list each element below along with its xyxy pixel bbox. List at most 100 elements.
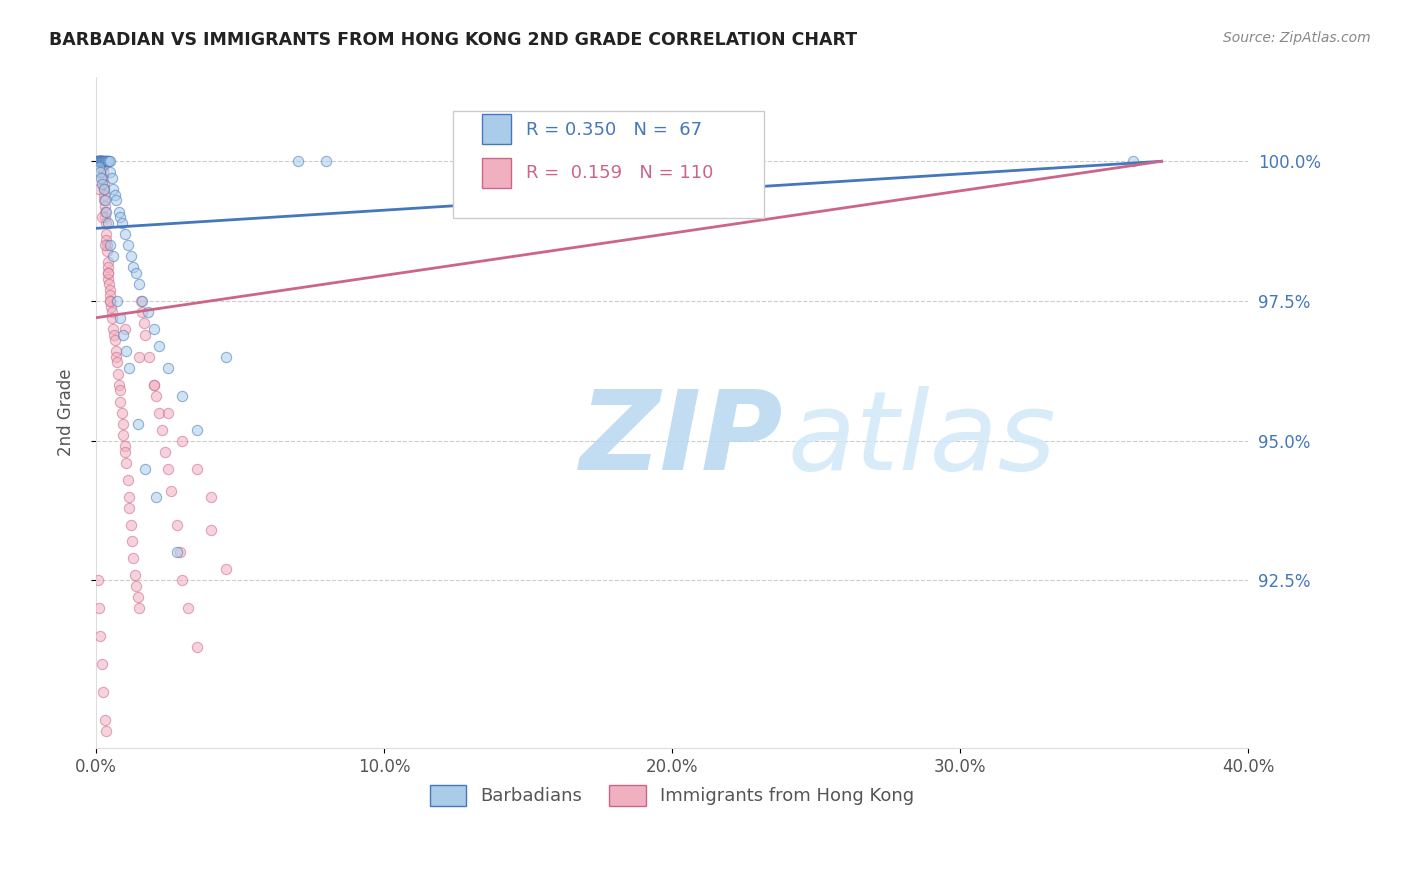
Point <box>101 171 124 186</box>
Point <box>131 305 153 319</box>
Point <box>107 367 129 381</box>
Point <box>104 187 127 202</box>
Point <box>94 227 117 241</box>
Point <box>89 154 111 169</box>
Point <box>115 456 138 470</box>
Point <box>169 545 191 559</box>
Point <box>108 384 131 398</box>
FancyBboxPatch shape <box>482 158 510 188</box>
Point <box>98 154 121 169</box>
Point <box>128 277 150 292</box>
Point <box>96 255 118 269</box>
Point <box>134 461 156 475</box>
Point <box>129 293 152 308</box>
Text: BARBADIAN VS IMMIGRANTS FROM HONG KONG 2ND GRADE CORRELATION CHART: BARBADIAN VS IMMIGRANTS FROM HONG KONG 2… <box>49 31 858 49</box>
Point <box>100 293 122 308</box>
Point <box>90 154 112 169</box>
Point <box>93 199 115 213</box>
Point <box>94 210 117 224</box>
Point <box>200 490 222 504</box>
Point <box>132 316 155 330</box>
Point <box>90 154 112 169</box>
Point <box>89 154 111 169</box>
Point <box>186 461 208 475</box>
Point <box>111 417 134 431</box>
Point <box>105 355 128 369</box>
Point <box>89 154 111 169</box>
Point <box>98 277 121 292</box>
Point <box>93 194 115 208</box>
Point <box>90 154 112 169</box>
Point <box>94 216 117 230</box>
Point <box>91 154 114 169</box>
Y-axis label: 2nd Grade: 2nd Grade <box>58 369 75 457</box>
Point <box>87 160 110 174</box>
Point <box>148 339 170 353</box>
Point <box>91 154 114 169</box>
Point <box>98 288 121 302</box>
Text: Source: ZipAtlas.com: Source: ZipAtlas.com <box>1223 31 1371 45</box>
Point <box>103 182 125 196</box>
Point <box>122 551 145 566</box>
Point <box>100 165 122 179</box>
Point <box>91 154 114 169</box>
Point <box>89 154 111 169</box>
Point <box>315 154 337 169</box>
Point <box>87 154 110 169</box>
Point <box>114 322 136 336</box>
Point <box>89 601 111 615</box>
Point <box>120 249 142 263</box>
Point <box>89 154 111 169</box>
Point <box>97 271 120 285</box>
Point <box>287 154 309 169</box>
Point <box>89 629 111 643</box>
Point <box>114 227 136 241</box>
Point <box>91 165 114 179</box>
Point <box>110 394 132 409</box>
Point <box>160 483 183 498</box>
Point <box>98 154 121 169</box>
Point <box>101 249 124 263</box>
Point <box>89 154 111 169</box>
Point <box>96 266 118 280</box>
Point <box>100 300 122 314</box>
Point <box>125 266 148 280</box>
Point <box>87 154 110 169</box>
Point <box>166 517 188 532</box>
Point <box>96 244 118 258</box>
Point <box>112 428 135 442</box>
Point <box>166 545 188 559</box>
Point <box>94 194 117 208</box>
Point <box>148 406 170 420</box>
Point <box>142 322 165 336</box>
Point <box>156 406 179 420</box>
Point <box>128 601 150 615</box>
Point <box>110 310 132 325</box>
Point <box>186 423 208 437</box>
Point <box>93 177 115 191</box>
Point <box>120 517 142 532</box>
Point <box>186 640 208 655</box>
Point <box>91 154 114 169</box>
Point <box>97 266 120 280</box>
Point <box>127 417 149 431</box>
Point <box>125 579 148 593</box>
Point <box>150 423 173 437</box>
Point <box>214 350 236 364</box>
Point <box>103 322 125 336</box>
Point <box>172 389 194 403</box>
Point <box>145 389 167 403</box>
Point <box>91 160 114 174</box>
Point <box>87 154 110 169</box>
Point <box>91 177 114 191</box>
Point <box>105 293 128 308</box>
Point <box>114 445 136 459</box>
Point <box>96 154 118 169</box>
Point <box>91 685 114 699</box>
Point <box>87 154 110 169</box>
Point <box>145 490 167 504</box>
Point <box>93 154 115 169</box>
Point <box>97 260 120 275</box>
Point <box>94 204 117 219</box>
Point <box>89 154 111 169</box>
